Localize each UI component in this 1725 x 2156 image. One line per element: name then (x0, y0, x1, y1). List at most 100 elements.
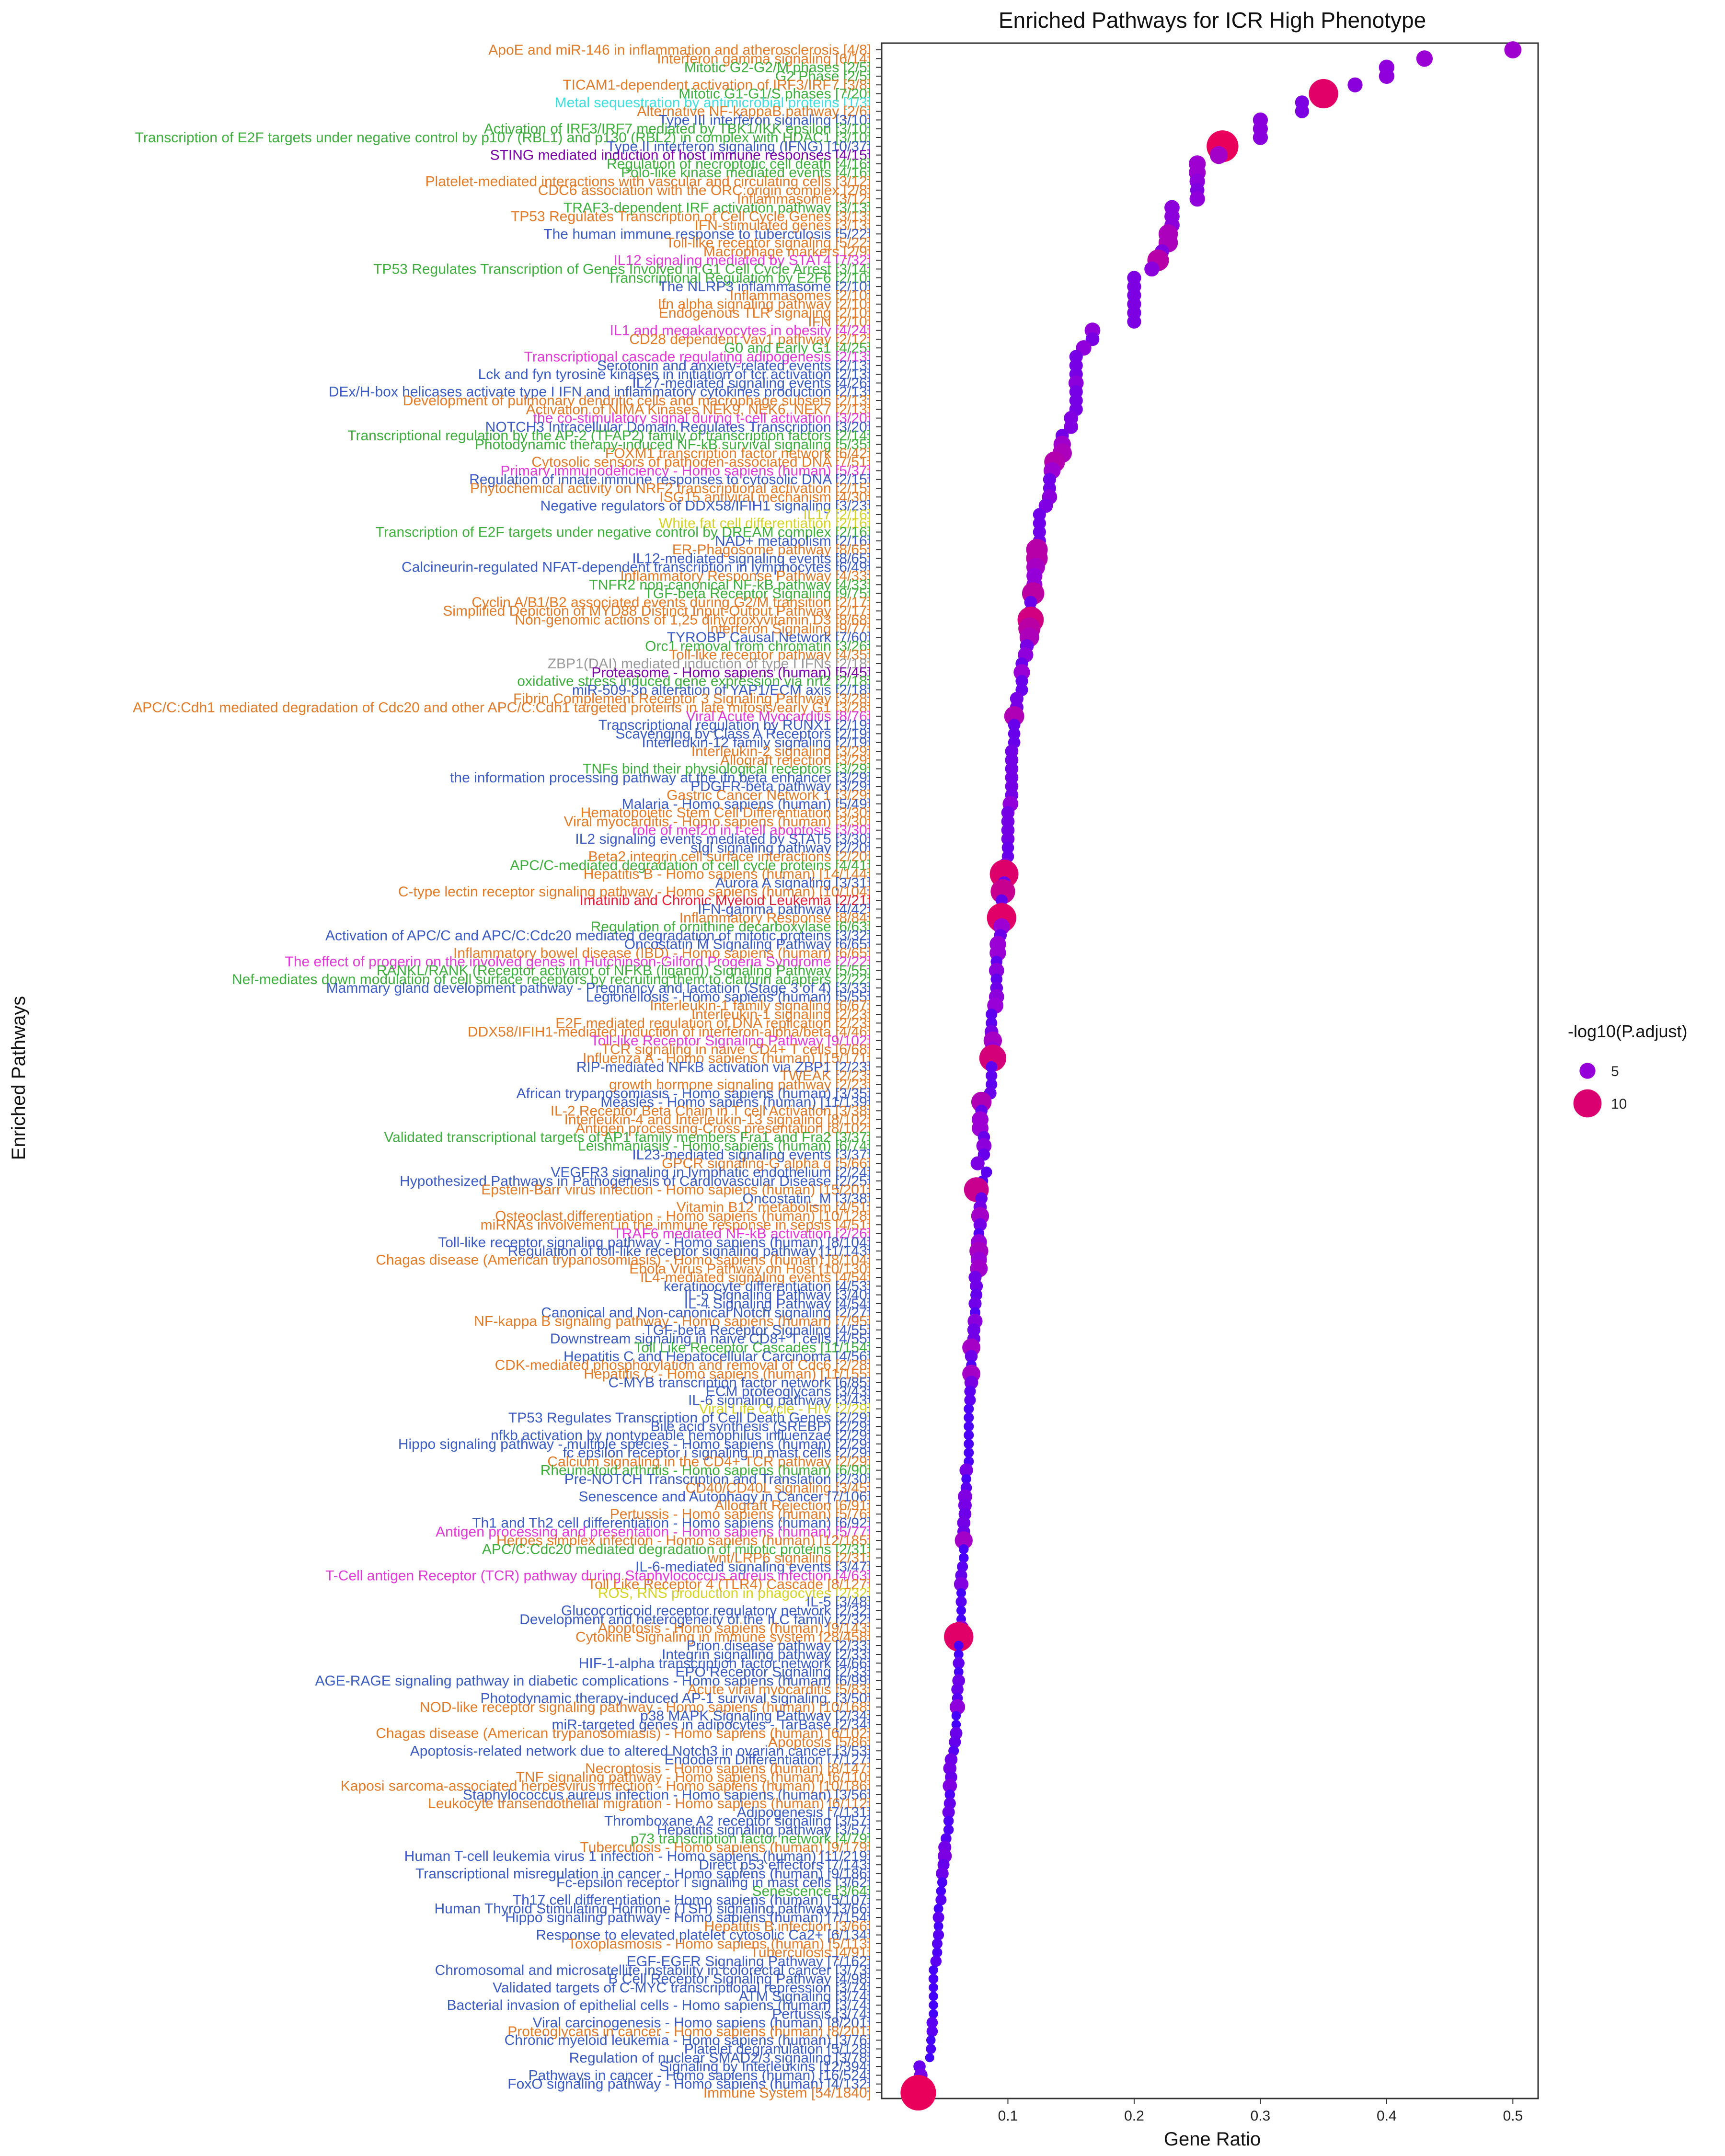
category-label: IL12 signaling mediated by STAT4 [7/32] (613, 252, 871, 268)
data-point (956, 1588, 966, 1598)
y-axis-title: Enriched Pathways (8, 996, 29, 1160)
data-point (1253, 130, 1268, 145)
category-label: Negative regulators of DDX58/IFIH1 signa… (540, 498, 871, 514)
category-label: IL-6-mediated signaling events [3/47] (635, 1559, 871, 1575)
category-label: TGF-beta Receptor Signaling [9/75] (644, 586, 871, 602)
data-point (930, 1955, 942, 1967)
data-point (943, 1824, 954, 1835)
category-label: Endogenous TLR signaling [2/10] (659, 305, 871, 321)
category-label: Pertussis [3/74] (772, 2006, 871, 2022)
category-label: APC/C:Cdh1 mediated degradation of Cdc20… (133, 700, 871, 716)
category-label: Proteasome - Homo sapiens (human) [5/45] (591, 665, 871, 680)
category-label: NOTCH3 Intracellular Domain Regulates Tr… (485, 419, 871, 435)
data-point (944, 1622, 974, 1652)
category-label: the information processing pathway at th… (450, 770, 871, 786)
data-point (964, 1421, 974, 1432)
legend-key-5 (1579, 1063, 1596, 1079)
category-label: Apoptosis-related network due to altered… (410, 1743, 871, 1759)
category-label: Toll-like Receptor Signaling Pathway [9/… (591, 1033, 871, 1049)
category-label: IL17 [2/16] (803, 507, 871, 523)
category-label: Gastric Cancer Network 1 [3/29] (667, 788, 871, 803)
data-point (933, 1929, 944, 1941)
category-label: DEx/H-box helicases activate type I IFN … (329, 384, 871, 400)
category-label: Simplified Depiction of MYD88 Distinct I… (443, 603, 871, 619)
category-label: ATM Signaling [3/74] (739, 1989, 871, 2005)
category-label: Senescence [3/64] (752, 1883, 871, 1899)
category-label: IL-5 Signaling Pathway [3/40] (684, 1287, 871, 1303)
category-label: oxidative stress induced gene expression… (517, 674, 871, 689)
data-point (935, 1894, 947, 1905)
category-label: Adipogenesis [7/131] (737, 1804, 871, 1820)
category-label: Measles - Homo sapiens (human) [11/139] (600, 1094, 871, 1110)
data-point (951, 1683, 964, 1696)
data-point (925, 2053, 934, 2063)
category-label: Herpes simplex infection - Homo sapiens … (496, 1533, 871, 1548)
category-label: Response to elevated platelet cytosolic … (536, 1927, 871, 1943)
category-label: African trypanosomiasis - Homo sapiens (… (517, 1086, 871, 1101)
data-point (1295, 104, 1309, 118)
category-label: Photodynamic therapy-induced NF-kB survi… (475, 437, 871, 453)
category-label: IFN-gamma pathway [4/42] (698, 901, 871, 917)
category-label: Interleukin-2 signaling [3/29] (691, 744, 871, 759)
category-label: Ebola Virus Pathway on Host [10/130] (629, 1261, 871, 1277)
data-point (964, 1439, 974, 1449)
category-label: Bacterial invasion of epithelial cells -… (447, 1997, 871, 2013)
category-label: IL-6 signaling pathway [3/43] (688, 1392, 871, 1408)
category-label: Lck and fyn tyrosine kinases in initiati… (478, 367, 871, 382)
category-label: GPCR signaling-G alpha q [5/66] (662, 1156, 871, 1171)
category-label: Activation of APC/C and APC/C:Cdc20 medi… (325, 928, 871, 943)
chart-title: Enriched Pathways for ICR High Phenotype (999, 8, 1426, 33)
data-point (932, 1938, 943, 1949)
data-point (986, 1008, 998, 1021)
category-label: Hypothesized Pathways in Pathogenesis of… (400, 1173, 871, 1189)
category-label: Chagas disease (American trypanosomiasis… (376, 1726, 871, 1742)
category-label: Primary immunodeficiency - Homo sapiens … (500, 463, 871, 479)
data-point (970, 1156, 985, 1170)
category-label: role of mef2d in t-cell apoptosis [3/30] (632, 823, 871, 838)
data-point (936, 1867, 949, 1880)
category-label: Scavenging by Class A Receptors [2/19] (615, 726, 871, 742)
category-label: Interferon Signaling [9/77] (706, 621, 871, 637)
category-label: G2 Phase [2/5] (775, 69, 871, 84)
category-label: TNF signaling pathway - Homo sapiens (hu… (516, 1769, 871, 1785)
category-label: Toll-like receptor pathway [4/35] (669, 647, 871, 663)
category-label: Antigen processing-Cross presentation [8… (575, 1121, 871, 1136)
data-point (929, 2000, 938, 2010)
category-label: Validated transcriptional targets of AP1… (384, 1129, 871, 1145)
category-label: Calcineurin-regulated NFAT-dependent tra… (402, 560, 871, 575)
data-point (965, 1350, 978, 1363)
category-label: Inflammasome [3/12] (737, 191, 871, 207)
data-point (1064, 420, 1079, 434)
category-label: Orc1 removal from chromatin [3/26] (645, 638, 871, 654)
category-label: Polo-like kinase mediated events [4/16] (621, 165, 871, 181)
data-point (951, 1711, 961, 1720)
data-point (964, 1385, 976, 1398)
y-axis-labels: ApoE and miR-146 in inflammation and ath… (133, 42, 871, 2101)
category-label: Tuberculosis - Homo sapiens (human) [9/1… (580, 1840, 872, 1856)
category-label: Imatinib and Chronic Myeloid Leukemia [2… (579, 893, 871, 908)
data-point (953, 1657, 965, 1669)
data-point (1189, 191, 1205, 207)
category-label: IL4-mediated signaling events [4/54] (640, 1270, 871, 1285)
x-axis: 0.1 0.2 0.3 0.4 0.5 (998, 2099, 1523, 2124)
category-label: Nef-mediates down modulation of cell sur… (232, 972, 871, 987)
category-label: Platelet-mediated interactions with vasc… (426, 174, 871, 190)
legend: -log10(P.adjust) 5 10 (1568, 1021, 1688, 1118)
category-label: RIP-mediated NFkB activation via ZBP1 [2… (576, 1059, 871, 1075)
category-label: Interleukin-4 and Interleukin-13 signali… (564, 1112, 871, 1128)
category-label: Fc-epsilon receptor I signaling in mast … (556, 1875, 871, 1891)
category-label: Platelet degranulation [5/128] (684, 2041, 871, 2057)
data-point (964, 1447, 974, 1458)
category-label: Hepatitis C and Hepatocellular Carcinoma… (564, 1349, 871, 1365)
category-label: IL1 and megakaryocytes in obesity [4/24] (610, 323, 871, 339)
category-label: Rheumatoid arthritis - Homo sapiens (hum… (540, 1463, 871, 1479)
category-label: Inflammatory Response Pathway [4/33] (620, 568, 871, 584)
category-label: Acute viral myocarditis [5/83] (688, 1682, 871, 1697)
category-label: Oncostatin_M [3/38] (743, 1191, 871, 1206)
category-label: TNFR2 non-canonical NF-kB pathway [4/33] (589, 577, 871, 593)
data-point (929, 2009, 938, 2019)
data-point (1127, 314, 1141, 329)
category-label: Malaria - Homo sapiens (human) [5/49] (622, 796, 871, 812)
category-label: Signaling by Interleukins [12/394] (659, 2059, 871, 2075)
category-label: Th17 cell differentiation - Homo sapiens… (513, 1892, 871, 1908)
